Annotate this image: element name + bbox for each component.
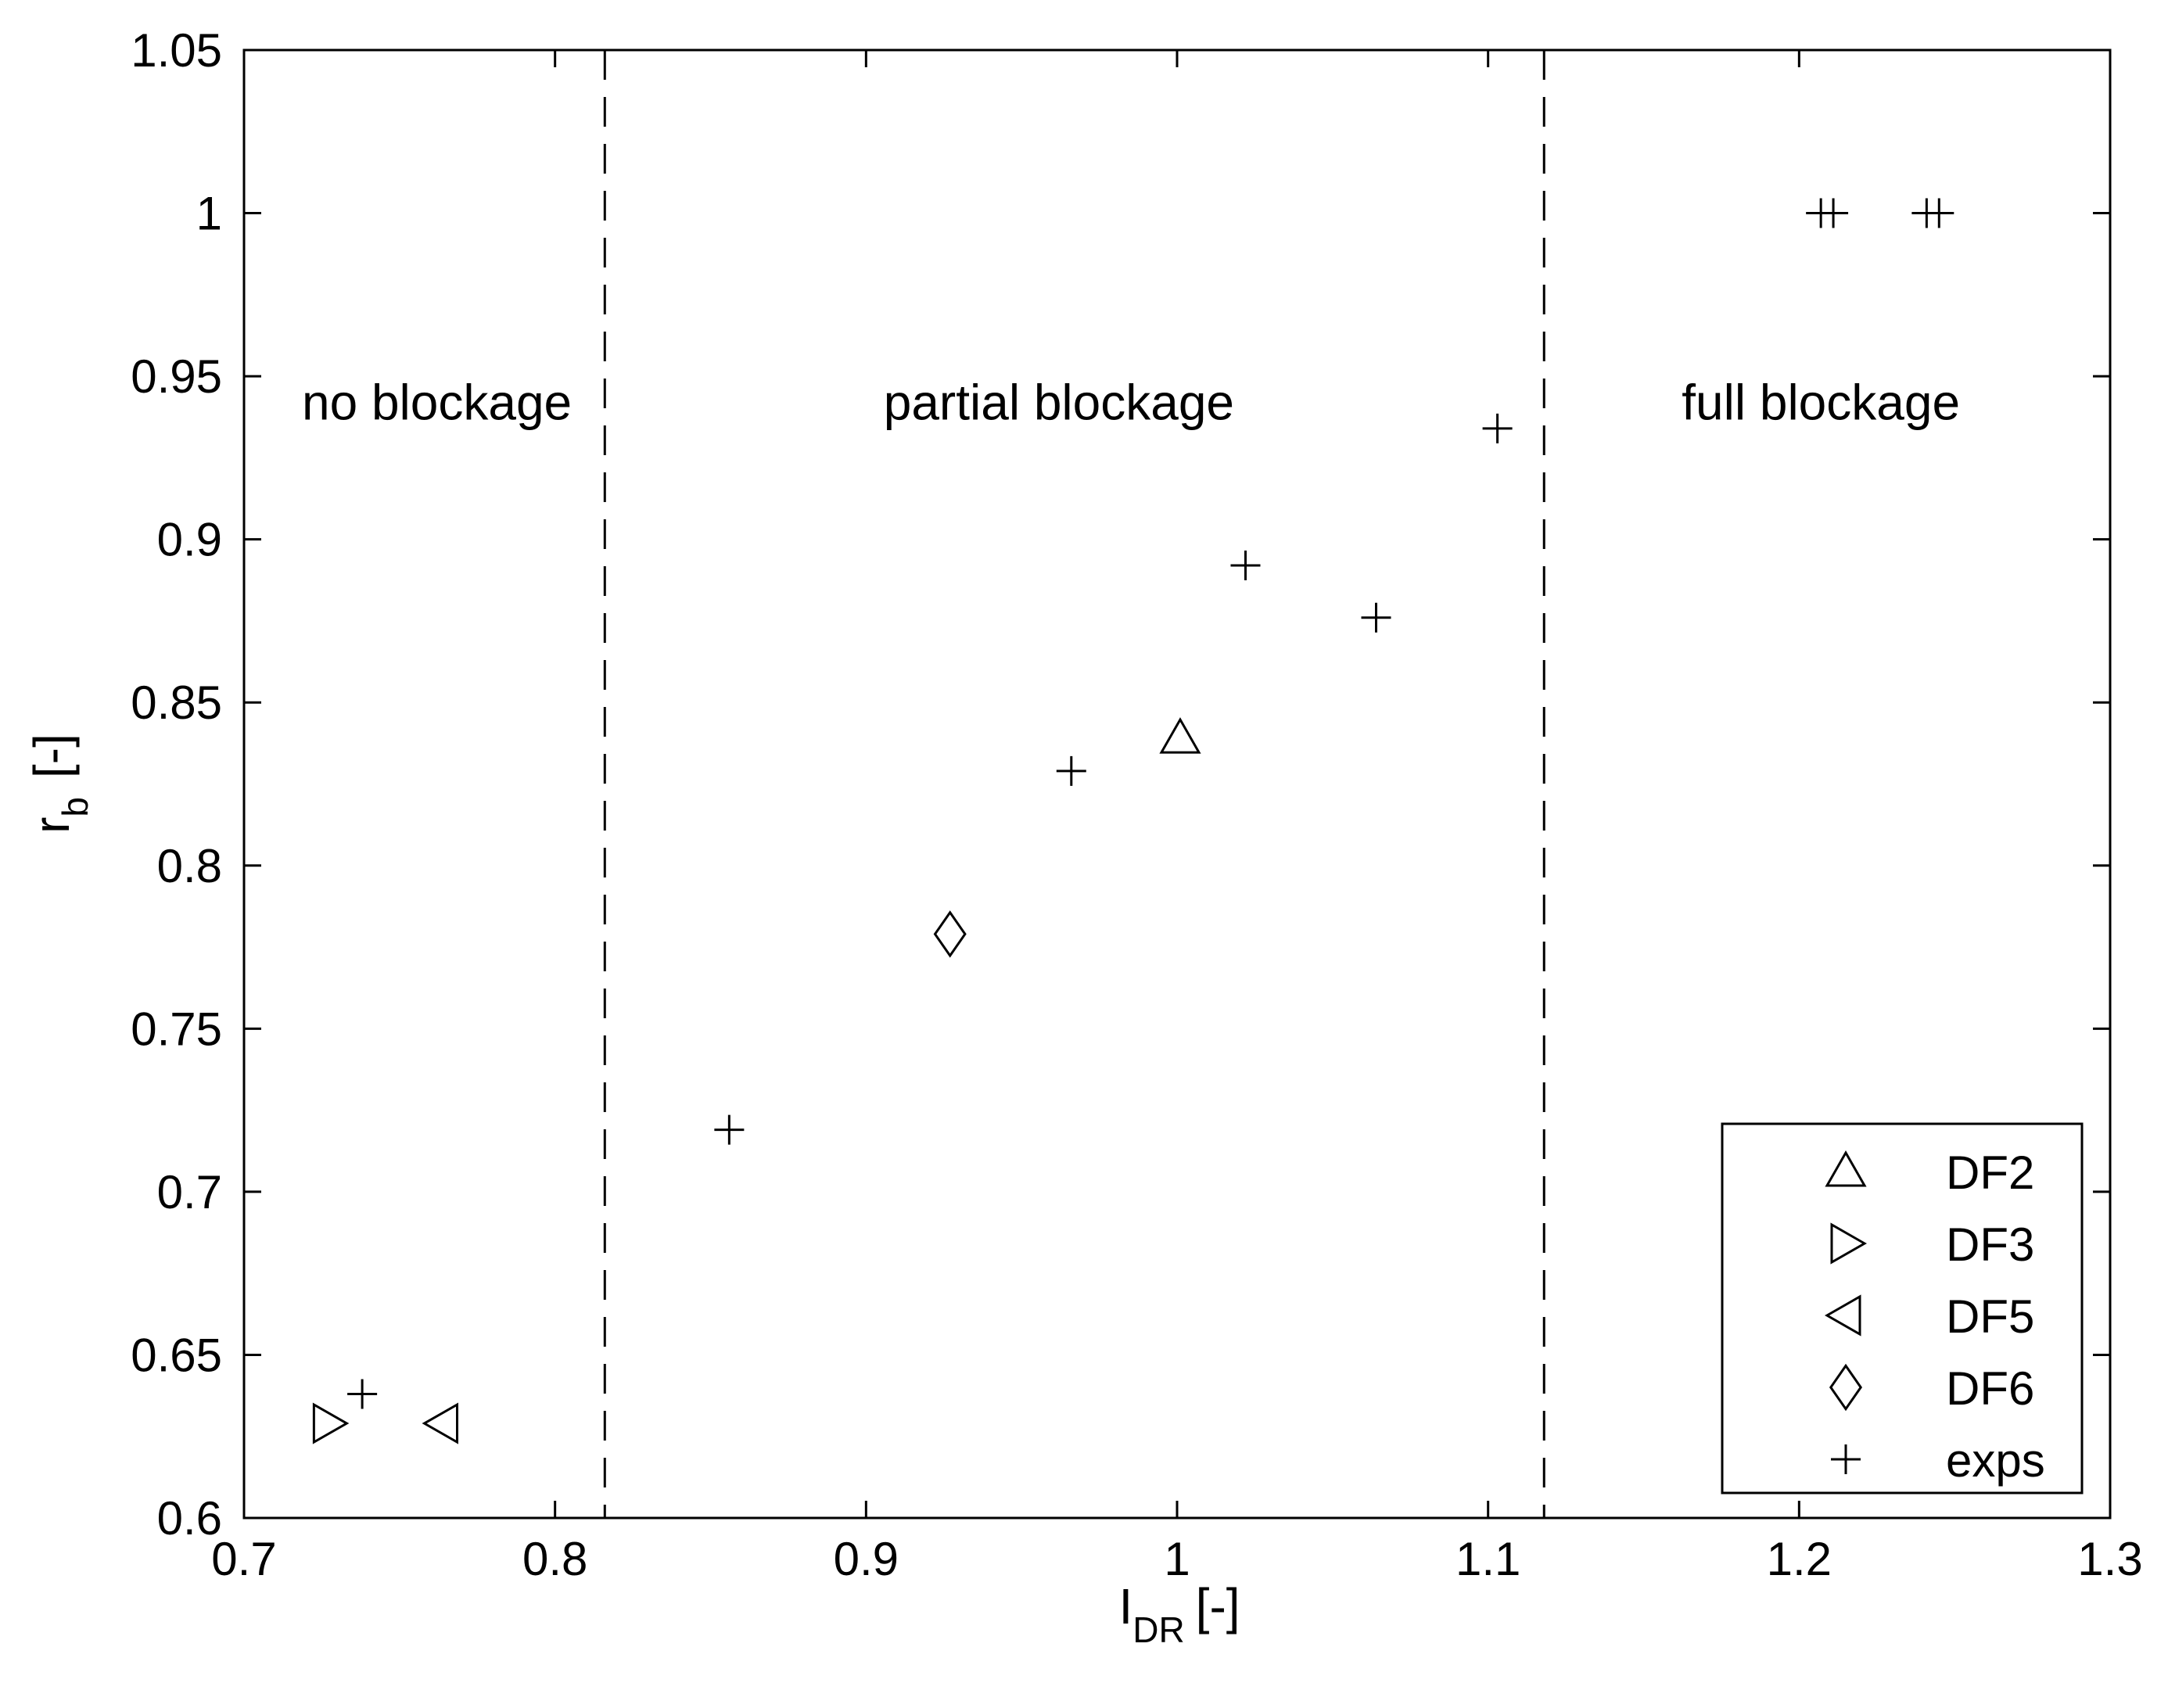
x-tick-label: 1.2 [1767,1533,1832,1585]
legend-marker-exps [1831,1444,1861,1474]
legend-marker-df3 [1830,1222,1868,1265]
legend-marker-df5 [1824,1294,1861,1337]
region-label: partial blockage [884,374,1234,430]
marker-exps-8 [1818,198,1849,228]
y-tick-label: 0.8 [157,840,222,892]
marker-exps-10 [1924,198,1954,228]
y-tick-label: 0.95 [131,350,222,403]
y-tick-label: 0.6 [157,1492,222,1545]
x-tick-label: 1.1 [1456,1533,1520,1585]
y-tick-label: 0.9 [157,514,222,566]
x-axis-label-sub: DR [1132,1609,1184,1650]
marker-exps-6 [1482,413,1513,443]
x-axis-label-unit: [-] [1196,1578,1240,1634]
x-tick-label: 1 [1164,1533,1190,1585]
y-axis-label-main: r [23,817,80,834]
marker-df2-1 [1159,717,1201,754]
legend-label-exps: exps [1946,1434,2045,1487]
y-tick-label: 0.75 [131,1003,222,1055]
x-tick-labels: 0.7 0.8 0.9 1 1.1 1.2 1.3 [211,1533,2142,1585]
legend-items: DF2 DF3 DF5 DF6 exps [1824,1146,2045,1487]
marker-exps-2 [714,1114,745,1145]
legend-marker-df6 [1829,1363,1863,1412]
x-axis-label: IDR [-] [1118,1578,1240,1650]
y-tick-label: 1 [196,188,222,240]
legend-marker-df2 [1825,1150,1867,1187]
region-dividers [603,50,1545,1518]
x-axis-label-main: I [1118,1578,1132,1634]
legend-label-df6: DF6 [1946,1362,2034,1415]
legend-box [1721,1122,2084,1494]
marker-exps-3 [1056,755,1086,786]
legend-label-df3: DF3 [1946,1218,2034,1271]
x-tick-label: 1.3 [2077,1533,2142,1585]
y-axis-label: rb [-] [23,734,95,834]
y-tick-label: 0.7 [157,1166,222,1218]
x-tick-label: 0.9 [834,1533,899,1585]
legend: DF2 DF3 DF5 DF6 exps [1721,1122,2084,1494]
legend-label-df5: DF5 [1946,1290,2034,1343]
legend-label-df2: DF2 [1946,1146,2034,1199]
marker-exps-1 [347,1379,378,1409]
region-label: no blockage [302,374,572,430]
x-tick-label: 0.7 [211,1533,276,1585]
region-labels: no blockage partial blockage full blockage [302,374,1960,430]
marker-df5-1 [422,1402,459,1444]
region-label: full blockage [1682,374,1960,430]
marker-df6-1 [933,910,967,958]
y-tick-label: 0.85 [131,676,222,729]
x-tick-label: 0.8 [522,1533,587,1585]
marker-df3-1 [312,1402,350,1444]
data-markers [312,198,1954,1444]
y-axis-label-sub: b [55,797,95,817]
y-axis-label-unit: [-] [23,734,80,778]
y-tick-label: 0.65 [131,1329,222,1381]
y-tick-labels: 0.6 0.65 0.7 0.75 0.8 0.85 0.9 0.95 1 1.05 [131,24,222,1545]
y-tick-label: 1.05 [131,24,222,77]
marker-exps-5 [1361,602,1391,633]
plot-area-frame [242,48,2112,1520]
marker-exps-4 [1230,551,1261,581]
